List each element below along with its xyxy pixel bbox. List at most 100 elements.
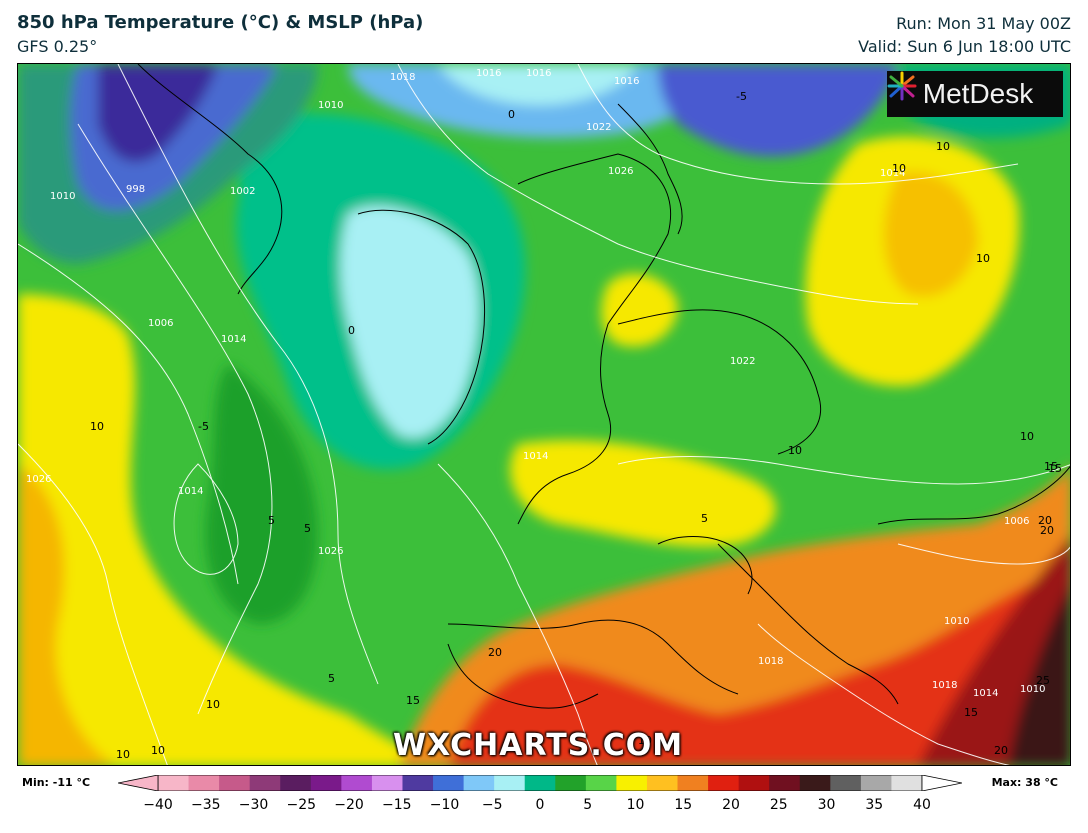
temperature-label: 10 — [1020, 430, 1034, 443]
temperature-label: 10 — [90, 420, 104, 433]
colorbar-cell — [402, 775, 434, 791]
colorbar-cell — [280, 775, 312, 791]
temperature-label: 20 — [1038, 514, 1052, 527]
metdesk-logo: MetDesk — [887, 71, 1063, 117]
temperature-label: 10 — [638, 734, 652, 747]
colorbar-cell — [433, 775, 465, 791]
isobar-label: 1014 — [178, 486, 203, 497]
colorbar-cell — [585, 775, 617, 791]
colorbar-cell — [891, 775, 923, 791]
colorbar-tick-label: 5 — [583, 797, 593, 813]
temperature-label: 5 — [304, 522, 311, 535]
temperature-label: 10 — [788, 444, 802, 457]
colorbar-tick-label: −40 — [143, 797, 173, 813]
isobar-label: 1010 — [50, 191, 75, 202]
colorbar-cell — [738, 775, 770, 791]
colorbar-cell — [371, 775, 403, 791]
colorbar-cell — [494, 775, 526, 791]
temperature-label: 5 — [701, 512, 708, 525]
max-value-label: Max: 38 °C — [991, 776, 1058, 789]
isobar-label: 1014 — [221, 334, 246, 345]
chart-title: 850 hPa Temperature (°C) & MSLP (hPa) — [17, 12, 424, 33]
colorbar-tick-label: −25 — [286, 797, 317, 813]
colorbar-tick-label: 20 — [722, 797, 740, 813]
coastlines — [137, 64, 1070, 709]
colorbar-tick-label: 15 — [674, 797, 693, 813]
isobar-label: 1010 — [318, 100, 343, 111]
colorbar-min-arrow — [118, 775, 159, 791]
temperature-label: 5 — [268, 514, 275, 527]
isobars — [18, 64, 1070, 765]
isobar-label: 1002 — [230, 186, 255, 197]
colorbar-cell — [677, 775, 709, 791]
colorbar-cell — [616, 775, 648, 791]
temperature-label: 10 — [206, 698, 220, 711]
isobar-label: 1026 — [26, 474, 51, 485]
min-value-label: Min: -11 °C — [22, 776, 91, 789]
isobar-label: 1022 — [586, 122, 611, 133]
colorbar-tick-label: 0 — [535, 797, 545, 813]
colorbar-cell — [769, 775, 801, 791]
chart-header: 850 hPa Temperature (°C) & MSLP (hPa) GF… — [17, 12, 1071, 58]
temperature-label: 15 — [406, 694, 420, 707]
colorbar-tick-label: 10 — [626, 797, 645, 813]
colorbar-cell — [860, 775, 892, 791]
temperature-label: 15 — [1044, 460, 1058, 473]
valid-time: Valid: Sun 6 Jun 18:00 UTC — [858, 37, 1071, 56]
temperature-field: 1018 1016 1016 1016 1010 1010 998 1002 1… — [18, 64, 1070, 765]
isobar-label: 1014 — [973, 688, 998, 699]
colorbar-tick-label: 30 — [817, 797, 836, 813]
colorbar-cell — [188, 775, 220, 791]
temperature-label: 20 — [488, 646, 502, 659]
colorbar-cell — [524, 775, 556, 791]
colorbar-tick-label: −35 — [190, 797, 221, 813]
temperature-label: 5 — [328, 672, 335, 685]
colorbar-tick-label: −20 — [334, 797, 364, 813]
isobar-label: 1022 — [730, 356, 755, 367]
temperature-label: 10 — [976, 252, 990, 265]
isobar-labels: 1018 1016 1016 1016 1010 1010 998 1002 1… — [26, 68, 1045, 699]
isobar-label: 1006 — [1004, 516, 1029, 527]
isobar-label: 1016 — [614, 76, 639, 87]
colorbar-cell — [310, 775, 342, 791]
metdesk-burst-icon — [887, 71, 917, 101]
colorbar — [118, 775, 962, 791]
colorbar-cell — [555, 775, 587, 791]
temperature-label: 15 — [964, 706, 978, 719]
colorbar-tick-label: 40 — [913, 797, 931, 813]
temperature-label: 15 — [1048, 462, 1062, 475]
temperature-label: 10 — [116, 748, 130, 761]
isobar-label: 1018 — [390, 72, 415, 83]
temperature-labels: -5 0 0 -5 10 10 10 10 5 5 5 5 10 10 10 1… — [90, 90, 1062, 761]
temperature-label: 10 — [936, 140, 950, 153]
colorbar-cell — [799, 775, 831, 791]
color-scale: Min: -11 °C Max: 38 °C −40 −35 −30 −25 −20 −1… — [0, 770, 1088, 833]
isobar-label: 1016 — [526, 68, 551, 79]
colorbar-tick-label: −15 — [381, 797, 412, 813]
colorbar-tick-label: −10 — [429, 797, 460, 813]
colorbar-ticks: −40 −35 −30 −25 −20 −15 −10 −5 0 5 10 15 20 25 30 35 40 — [0, 797, 1088, 817]
temperature-label: 25 — [1036, 674, 1050, 687]
temperature-label: 20 — [1040, 524, 1054, 537]
isobar-label: 1018 — [932, 680, 957, 691]
weather-map[interactable]: 1018 1016 1016 1016 1010 1010 998 1002 1… — [17, 63, 1071, 766]
colorbar-tick-label: −30 — [238, 797, 269, 813]
wxcharts-watermark: WXCHARTS.COM — [393, 728, 684, 763]
isobar-label: 1026 — [318, 546, 343, 557]
temperature-label: 20 — [994, 744, 1008, 757]
isobar-label: 1014 — [880, 168, 905, 179]
colorbar-cell — [463, 775, 495, 791]
colorbar-cell — [646, 775, 679, 791]
temperature-label: -5 — [198, 420, 209, 433]
isobar-label: 1026 — [608, 166, 633, 177]
colorbar-cell — [830, 775, 862, 791]
colorbar-max-arrow — [921, 775, 962, 791]
isobar-label: 1018 — [758, 656, 783, 667]
isobar-label: 1006 — [148, 318, 173, 329]
colorbar-tick-label: −5 — [481, 797, 503, 813]
isobar-label: 1014 — [523, 451, 548, 462]
colorbar-cell — [249, 775, 281, 791]
run-time: Run: Mon 31 May 00Z — [896, 14, 1071, 33]
isobar-label: 1010 — [944, 616, 969, 627]
colorbar-cell — [158, 775, 190, 791]
